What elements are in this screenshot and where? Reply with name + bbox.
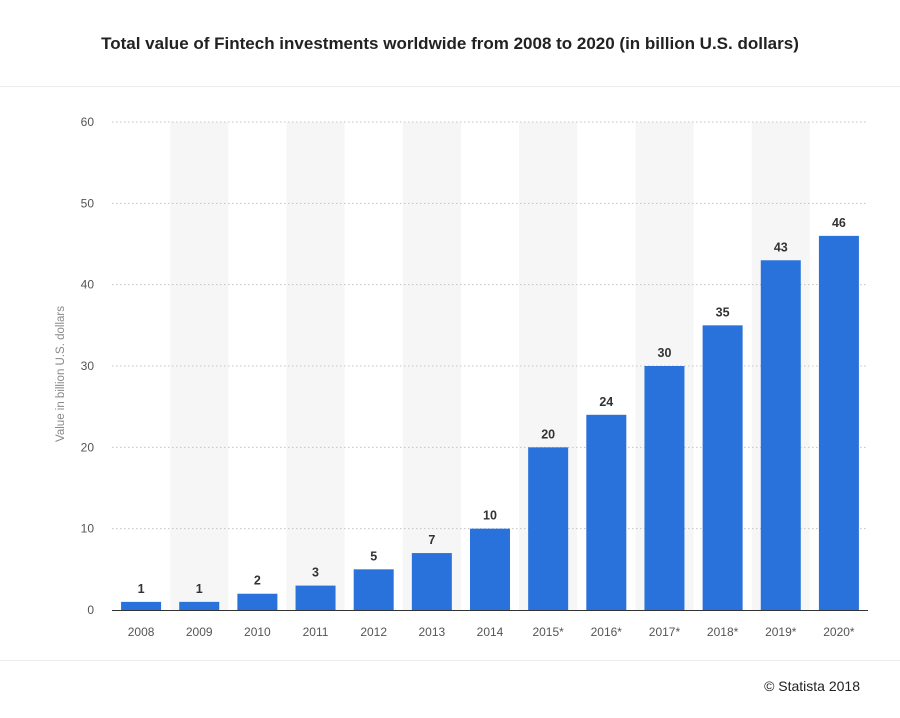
x-axis-ticks: 2008 2009 2010 2011 2012 2013 2014 2015* 2016* 20… xyxy=(128,625,855,639)
bar xyxy=(179,601,220,610)
y-tick-label: 10 xyxy=(81,522,95,536)
bars xyxy=(121,235,859,610)
source-credit: © Statista 2018 xyxy=(764,678,860,694)
y-axis-title: Value in billion U.S. dollars xyxy=(55,306,67,442)
x-tick-label: 2018* xyxy=(707,625,739,639)
x-tick-label: 2014 xyxy=(477,625,504,639)
x-tick-label: 2020* xyxy=(823,625,855,639)
data-label: 10 xyxy=(483,509,497,523)
bar xyxy=(818,235,859,610)
data-label: 43 xyxy=(774,240,788,254)
data-label: 5 xyxy=(370,549,377,563)
x-tick-label: 2012 xyxy=(360,625,387,639)
data-label: 30 xyxy=(658,346,672,360)
x-tick-label: 2016* xyxy=(591,625,623,639)
data-label: 20 xyxy=(541,427,555,441)
data-label: 24 xyxy=(599,395,613,409)
footer-divider xyxy=(0,660,900,661)
x-tick-label: 2010 xyxy=(244,625,271,639)
bar xyxy=(528,447,569,610)
y-tick-label: 20 xyxy=(81,440,95,454)
x-tick-label: 2019* xyxy=(765,625,797,639)
bar xyxy=(470,528,510,610)
y-tick-label: 30 xyxy=(81,359,95,373)
data-label: 3 xyxy=(312,566,319,580)
bar xyxy=(237,593,278,610)
bar xyxy=(586,414,627,610)
bar xyxy=(760,260,801,610)
x-tick-label: 2015* xyxy=(532,625,564,639)
y-tick-label: 0 xyxy=(87,603,94,617)
y-tick-label: 40 xyxy=(81,278,95,292)
data-label: 1 xyxy=(196,582,203,596)
bar xyxy=(353,569,394,610)
data-label: 1 xyxy=(138,582,145,596)
x-tick-label: 2008 xyxy=(128,625,155,639)
title-divider xyxy=(0,86,900,87)
x-tick-label: 2009 xyxy=(186,625,213,639)
y-tick-label: 60 xyxy=(81,115,95,129)
data-label: 46 xyxy=(832,216,846,230)
bar xyxy=(121,601,162,610)
bar xyxy=(644,366,685,610)
y-axis-ticks: 0 10 20 30 40 50 60 xyxy=(81,115,95,617)
y-tick-label: 50 xyxy=(81,196,95,210)
data-label: 35 xyxy=(716,305,730,319)
chart-title: Total value of Fintech investments world… xyxy=(101,34,799,53)
data-label: 7 xyxy=(428,533,435,547)
background-band xyxy=(286,122,345,610)
bar xyxy=(295,585,336,610)
background-band xyxy=(170,122,229,610)
data-label: 2 xyxy=(254,574,261,588)
x-tick-label: 2017* xyxy=(649,625,681,639)
bar xyxy=(411,553,452,610)
bar xyxy=(702,325,743,610)
x-tick-label: 2011 xyxy=(303,625,329,639)
x-tick-label: 2013 xyxy=(418,625,445,639)
